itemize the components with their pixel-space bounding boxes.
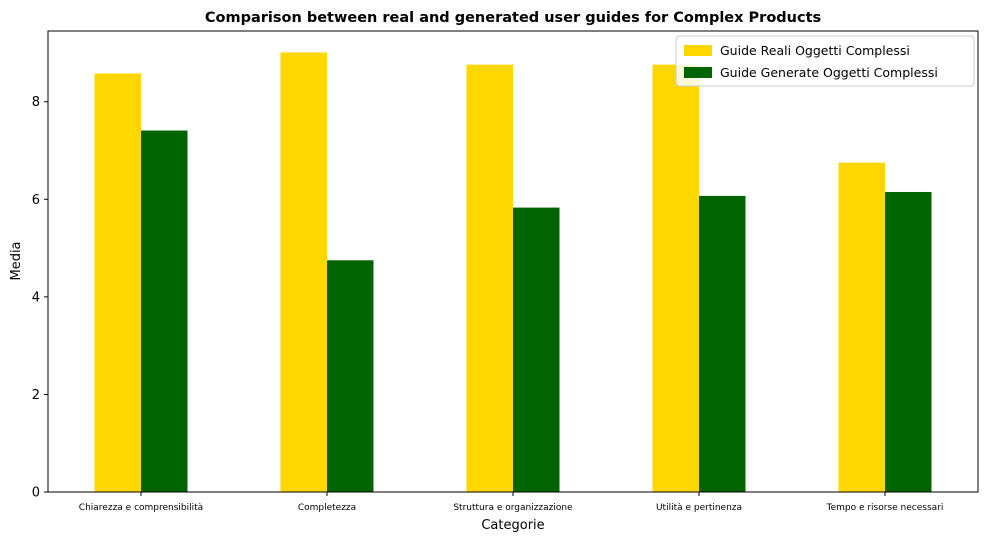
x-tick-label: Completezza [298,503,356,513]
y-axis-label: Media [9,241,24,280]
legend-swatch [684,45,712,56]
y-tick-label: 0 [32,486,40,501]
legend-label: Guide Reali Oggetti Complessi [720,43,910,58]
bars-group [94,52,932,493]
bar-generate-0 [141,130,188,492]
bar-generate-3 [699,195,746,492]
x-tick-label: Utilità e pertinenza [656,503,742,513]
bar-generate-4 [885,191,932,492]
y-tick-label: 4 [32,290,40,305]
x-tick-label: Chiarezza e comprensibilità [79,503,203,513]
legend-swatch [684,67,712,78]
y-axis: 0 2 4 6 8 [32,95,48,501]
legend-box [675,35,975,87]
bar-reali-3 [652,64,699,493]
x-axis-label: Categorie [481,518,544,533]
bar-generate-2 [513,207,560,492]
bar-reali-1 [280,52,327,493]
legend: Guide Reali Oggetti Complessi Guide Gener… [675,35,975,87]
y-tick-label: 2 [32,388,40,403]
bar-reali-0 [94,73,141,492]
legend-label: Guide Generate Oggetti Complessi [720,65,938,80]
bar-generate-1 [327,260,374,492]
x-tick-label: Struttura e organizzazione [453,503,573,513]
chart-title: Comparison between real and generated us… [205,10,821,26]
x-tick-label: Tempo e risorse necessari [826,503,944,513]
bar-reali-4 [838,162,885,492]
y-tick-label: 8 [32,95,40,110]
plot-frame [47,30,979,493]
y-tick-label: 6 [32,193,40,208]
bar-reali-2 [466,64,513,493]
x-axis: Chiarezza e comprensibilità Completezza St… [79,492,944,513]
